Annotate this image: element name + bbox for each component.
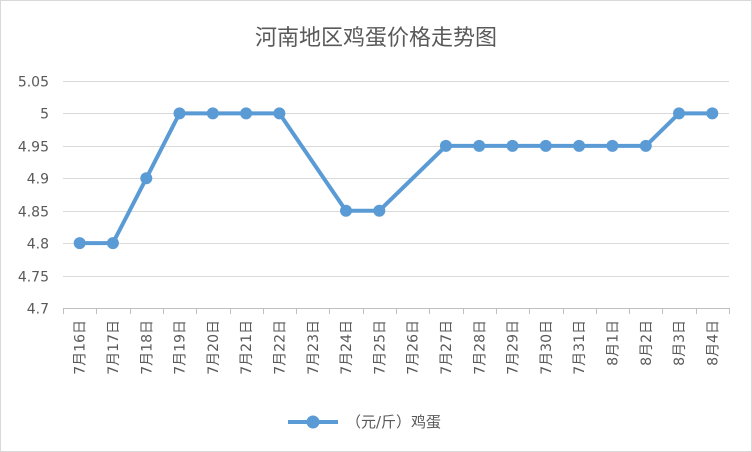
y-tick-label: 5	[40, 107, 49, 123]
x-tick-label: 7月24日	[339, 320, 355, 375]
x-axis-ticks: 7月16日 7月17日 7月18日 7月19日 7月20日 7月21日 7月22日 7月23日…	[63, 308, 730, 375]
legend-marker-icon	[306, 415, 320, 429]
x-tick-label: 8月2日	[639, 320, 655, 366]
legend-label: （元/斤）鸡蛋	[346, 413, 441, 431]
x-tick-label: 7月27日	[439, 320, 455, 375]
data-point	[439, 139, 452, 152]
y-tick-label: 4.75	[18, 270, 49, 286]
x-tick-label: 7月19日	[173, 320, 189, 375]
x-tick-label: 7月20日	[206, 320, 222, 375]
y-tick-label: 4.85	[18, 205, 49, 221]
x-tick-label: 8月1日	[605, 320, 621, 366]
x-tick-label: 7月18日	[139, 320, 155, 375]
data-point	[106, 237, 119, 250]
x-tick-label: 7月22日	[272, 320, 288, 375]
y-axis-ticks: 4.7 4.75 4.8 4.85 4.9 4.95 5 5.05	[18, 75, 49, 318]
x-tick-label: 7月26日	[406, 320, 422, 375]
data-point	[340, 204, 352, 217]
data-point	[639, 139, 652, 152]
data-point	[206, 107, 219, 120]
x-tick-label: 7月21日	[239, 320, 255, 375]
series-line-group	[73, 107, 719, 250]
legend: （元/斤）鸡蛋	[288, 413, 441, 431]
x-tick-label: 7月28日	[472, 320, 488, 375]
data-point	[673, 107, 685, 120]
x-tick-label: 7月23日	[306, 320, 322, 375]
y-tick-label: 4.95	[18, 140, 49, 156]
data-point	[706, 107, 719, 120]
chart-title: 河南地区鸡蛋价格走势图	[255, 26, 497, 51]
data-point	[473, 139, 486, 152]
x-tick-label: 8月4日	[705, 320, 721, 366]
data-point	[73, 237, 86, 250]
x-tick-label: 7月30日	[539, 320, 555, 375]
data-point	[273, 107, 286, 120]
data-point	[573, 139, 586, 152]
x-tick-label: 7月31日	[572, 320, 588, 375]
x-tick-label: 7月25日	[372, 320, 388, 375]
data-point	[606, 139, 619, 152]
y-tick-label: 4.8	[27, 237, 49, 253]
data-point	[140, 172, 153, 185]
x-tick-label: 8月3日	[672, 320, 688, 366]
x-tick-label: 7月16日	[73, 320, 89, 375]
y-tick-label: 5.05	[18, 75, 49, 91]
data-point	[373, 204, 386, 217]
y-tick-label: 4.7	[27, 302, 49, 318]
y-tick-label: 4.9	[27, 172, 49, 188]
x-tick-label: 7月29日	[506, 320, 522, 375]
x-tick-label: 7月17日	[106, 320, 122, 375]
data-point	[539, 139, 552, 152]
data-point	[506, 139, 519, 152]
data-point	[173, 107, 186, 120]
data-point	[240, 107, 253, 120]
